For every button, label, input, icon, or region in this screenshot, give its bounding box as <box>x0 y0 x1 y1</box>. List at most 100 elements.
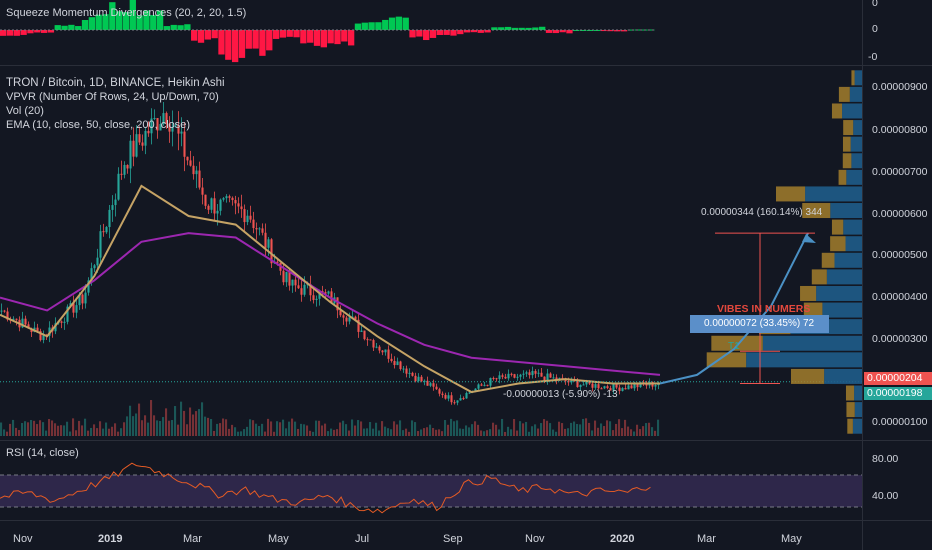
volume-bar <box>246 426 249 436</box>
candle-body <box>540 372 543 377</box>
volume-bar <box>171 420 174 436</box>
ema-50-line <box>0 184 660 394</box>
candle-body <box>21 318 24 328</box>
volume-bar <box>162 417 165 436</box>
volume-bar <box>588 422 591 436</box>
volume-profile-up <box>816 285 862 301</box>
candle-body <box>303 284 306 295</box>
candle-body <box>477 384 480 389</box>
volume-bar <box>306 425 309 436</box>
volume-indicator-title[interactable]: Vol (20) <box>6 105 44 117</box>
squeeze-indicator-title[interactable]: Squeeze Momentum Divergences (20, 2, 20,… <box>6 7 247 19</box>
candle-body <box>621 388 624 391</box>
volume-bar <box>147 422 150 436</box>
candle-body <box>282 270 285 283</box>
ema-indicator-title[interactable]: EMA (10, close, 50, close, 200, close) <box>6 119 191 131</box>
volume-bar <box>327 431 330 436</box>
volume-bar <box>219 423 222 436</box>
candle-body <box>78 294 81 306</box>
candle-body <box>417 376 420 382</box>
squeeze-bar <box>129 0 136 30</box>
candle-body <box>606 386 609 389</box>
volume-bar <box>183 410 186 436</box>
volume-bar <box>558 421 561 436</box>
vpvr-indicator-title[interactable]: VPVR (Number Of Rows, 24, Up/Down, 70) <box>6 91 219 103</box>
candle-body <box>450 395 453 403</box>
time-tick: 2019 <box>98 533 123 545</box>
candle-body <box>219 199 222 211</box>
volume-bar <box>225 419 228 436</box>
volume-profile-up <box>746 352 862 368</box>
volume-bar <box>468 427 471 436</box>
candle-body <box>186 156 189 161</box>
volume-profile-down <box>838 86 850 102</box>
candle-body <box>54 323 57 332</box>
time-tick: Nov <box>13 533 33 545</box>
candle-body <box>447 395 450 399</box>
squeeze-tick: 0 <box>872 23 878 35</box>
candle-body <box>270 239 273 264</box>
price-tick: 0.00000600 <box>872 208 928 220</box>
volume-bar <box>210 419 213 436</box>
target-small-label: 0.00000072 (33.45%) 72 <box>690 315 829 333</box>
candle-body <box>483 384 486 386</box>
volume-bar <box>123 422 126 436</box>
volume-profile-down <box>845 385 855 401</box>
candle-body <box>99 231 102 258</box>
volume-bar <box>300 423 303 436</box>
squeeze-bar <box>115 11 123 30</box>
volume-profile-up <box>852 418 862 434</box>
candle-body <box>156 117 159 131</box>
candle-body <box>513 374 516 378</box>
candle-body <box>264 232 267 248</box>
candle-body <box>243 209 246 223</box>
volume-bar <box>606 420 609 436</box>
squeeze-bar <box>627 29 635 31</box>
t1-label: T1 <box>728 341 740 352</box>
volume-profile-up <box>846 169 862 185</box>
candle-body <box>135 134 138 157</box>
volume-profile-down <box>851 70 855 86</box>
squeeze-bar <box>423 30 430 41</box>
candle-body <box>231 197 234 201</box>
candle-body <box>210 198 213 210</box>
price-tick: 0.00000700 <box>872 166 928 178</box>
candle-body <box>597 384 600 389</box>
candle-body <box>117 173 120 200</box>
volume-bar <box>453 421 456 436</box>
volume-bar <box>474 421 477 436</box>
volume-bar <box>462 428 465 436</box>
pane-separator <box>0 65 932 66</box>
volume-bar <box>273 431 276 436</box>
volume-bar <box>399 420 402 436</box>
volume-bar <box>414 422 417 436</box>
time-tick: Jul <box>355 533 370 545</box>
volume-bar <box>33 420 36 436</box>
volume-bar <box>237 431 240 436</box>
candle-body <box>12 318 15 320</box>
candle-body <box>249 215 252 220</box>
candle-body <box>261 228 264 233</box>
candle-body <box>81 294 84 304</box>
candle-body <box>198 170 201 188</box>
volume-bar <box>333 429 336 436</box>
vibes-caption: VIBES IN NUMERS <box>717 303 811 315</box>
candle-body <box>60 321 63 323</box>
squeeze-bar <box>170 24 177 30</box>
squeeze-bar <box>347 30 355 46</box>
volume-bar <box>405 428 408 436</box>
volume-bar <box>372 428 375 436</box>
squeeze-bar <box>266 30 273 51</box>
volume-bar <box>18 430 21 436</box>
volume-bar <box>90 427 93 436</box>
volume-bar <box>618 419 621 436</box>
candle-body <box>237 203 240 207</box>
rsi-indicator-title[interactable]: RSI (14, close) <box>6 447 79 459</box>
candle-body <box>609 388 612 391</box>
symbol-title[interactable]: TRON / Bitcoin, 1D, BINANCE, Heikin Ashi <box>6 77 225 89</box>
volume-profile-down <box>830 236 846 252</box>
candle-body <box>144 130 147 146</box>
volume-profile-up <box>853 120 862 136</box>
candle-body <box>378 346 381 351</box>
volume-bar <box>345 424 348 436</box>
